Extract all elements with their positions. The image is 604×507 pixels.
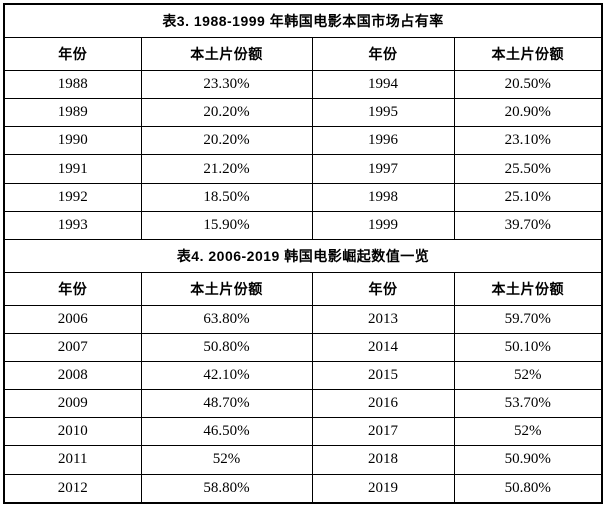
table-row: 2011 52% 2018 50.90% (3, 445, 603, 475)
year-cell: 2014 (311, 332, 455, 362)
year-cell: 2006 (3, 304, 142, 334)
year-cell: 2008 (3, 360, 142, 391)
share-cell: 52% (453, 417, 603, 447)
share-cell: 20.20% (140, 126, 313, 156)
share-cell: 21.20% (140, 154, 313, 184)
table4-header-row: 年份 本土片份额 年份 本土片份额 (3, 271, 603, 306)
year-cell: 1996 (311, 126, 455, 156)
share-cell: 52% (140, 445, 313, 475)
share-cell: 25.50% (453, 154, 603, 184)
year-cell: 2018 (311, 445, 455, 475)
year-cell: 1990 (3, 126, 142, 156)
table-row: 1989 20.20% 1995 20.90% (3, 98, 603, 128)
year-cell: 2007 (3, 332, 142, 362)
table-row: 2007 50.80% 2014 50.10% (3, 332, 603, 362)
share-cell: 50.80% (453, 473, 603, 504)
year-cell: 2016 (311, 389, 455, 419)
share-cell: 63.80% (140, 304, 313, 334)
year-cell: 1993 (3, 210, 142, 240)
year-cell: 1998 (311, 182, 455, 212)
table3-header-year-right: 年份 (311, 37, 455, 71)
table3-title-row: 表3. 1988-1999 年韩国电影本国市场占有率 (3, 3, 603, 39)
share-cell: 50.10% (453, 332, 603, 362)
year-cell: 2010 (3, 417, 142, 447)
table4-title-row: 表4. 2006-2019 韩国电影崛起数值一览 (3, 238, 603, 273)
table3-header-share-right: 本土片份额 (453, 37, 603, 71)
share-cell: 23.10% (453, 126, 603, 156)
share-cell: 20.90% (453, 98, 603, 128)
share-cell: 59.70% (453, 304, 603, 334)
table-row: 2009 48.70% 2016 53.70% (3, 389, 603, 419)
share-cell: 53.70% (453, 389, 603, 419)
table-row: 2012 58.80% 2019 50.80% (3, 473, 603, 504)
year-cell: 2017 (311, 417, 455, 447)
table-row: 1990 20.20% 1996 23.10% (3, 126, 603, 156)
share-cell: 48.70% (140, 389, 313, 419)
year-cell: 2013 (311, 304, 455, 334)
table3-title: 表3. 1988-1999 年韩国电影本国市场占有率 (3, 3, 603, 39)
year-cell: 1991 (3, 154, 142, 184)
table4-header-share-left: 本土片份额 (140, 271, 313, 306)
year-cell: 2011 (3, 445, 142, 475)
share-cell: 39.70% (453, 210, 603, 240)
share-cell: 15.90% (140, 210, 313, 240)
share-cell: 20.50% (453, 69, 603, 100)
table4-header-year-left: 年份 (3, 271, 142, 306)
korean-film-market-share-tables: 表3. 1988-1999 年韩国电影本国市场占有率 年份 本土片份额 年份 本… (3, 3, 604, 504)
year-cell: 2009 (3, 389, 142, 419)
share-cell: 50.90% (453, 445, 603, 475)
share-cell: 23.30% (140, 69, 313, 100)
table-row: 1988 23.30% 1994 20.50% (3, 69, 603, 100)
share-cell: 50.80% (140, 332, 313, 362)
share-cell: 18.50% (140, 182, 313, 212)
year-cell: 2019 (311, 473, 455, 504)
share-cell: 58.80% (140, 473, 313, 504)
table-row: 2008 42.10% 2015 52% (3, 360, 603, 391)
year-cell: 1992 (3, 182, 142, 212)
year-cell: 2012 (3, 473, 142, 504)
table-row: 1991 21.20% 1997 25.50% (3, 154, 603, 184)
year-cell: 1994 (311, 69, 455, 100)
table-row: 1992 18.50% 1998 25.10% (3, 182, 603, 212)
share-cell: 25.10% (453, 182, 603, 212)
table-row: 1993 15.90% 1999 39.70% (3, 210, 603, 240)
share-cell: 42.10% (140, 360, 313, 391)
table-row: 2006 63.80% 2013 59.70% (3, 304, 603, 334)
year-cell: 2015 (311, 360, 455, 391)
year-cell: 1995 (311, 98, 455, 128)
table3-header-share-left: 本土片份额 (140, 37, 313, 71)
table3-header-row: 年份 本土片份额 年份 本土片份额 (3, 37, 603, 71)
table4-header-year-right: 年份 (311, 271, 455, 306)
year-cell: 1997 (311, 154, 455, 184)
share-cell: 46.50% (140, 417, 313, 447)
table4-title: 表4. 2006-2019 韩国电影崛起数值一览 (3, 238, 603, 273)
year-cell: 1999 (311, 210, 455, 240)
share-cell: 20.20% (140, 98, 313, 128)
table-row: 2010 46.50% 2017 52% (3, 417, 603, 447)
table4-header-share-right: 本土片份额 (453, 271, 603, 306)
year-cell: 1989 (3, 98, 142, 128)
table3-header-year-left: 年份 (3, 37, 142, 71)
year-cell: 1988 (3, 69, 142, 100)
share-cell: 52% (453, 360, 603, 391)
